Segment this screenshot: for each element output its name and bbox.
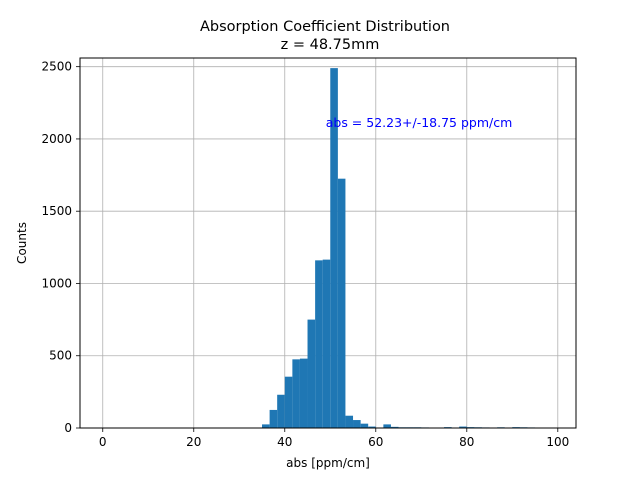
- histogram-bar: [330, 68, 338, 428]
- x-tick-label: 20: [186, 435, 201, 449]
- histogram-bar: [459, 426, 467, 428]
- x-tick-label: 100: [546, 435, 569, 449]
- y-tick-label: 1000: [41, 276, 72, 290]
- histogram-bars: [262, 68, 536, 428]
- histogram-bar: [284, 376, 293, 428]
- y-tick-label: 2000: [41, 132, 72, 146]
- chart-title: Absorption Coefficient Distribution: [200, 19, 450, 35]
- mean-annotation: abs = 52.23+/-18.75 ppm/cm: [326, 115, 513, 130]
- x-tick-label: 0: [99, 435, 107, 449]
- y-tick-label: 2500: [41, 60, 72, 74]
- y-axis-label: Counts: [15, 222, 29, 264]
- histogram-bar: [337, 178, 346, 428]
- x-tick-label: 80: [459, 435, 474, 449]
- x-axis-label: abs [ppm/cm]: [286, 456, 370, 470]
- x-tick-label: 60: [368, 435, 383, 449]
- histogram-bar: [368, 426, 376, 428]
- histogram-bar: [390, 426, 399, 428]
- y-tick-label: 1500: [41, 204, 72, 218]
- x-tick-label: 40: [277, 435, 292, 449]
- histogram-bar: [383, 424, 391, 428]
- histogram-bar: [360, 423, 369, 428]
- y-tick-label: 500: [49, 349, 72, 363]
- histogram-bar: [315, 260, 323, 428]
- histogram-bar: [353, 420, 361, 428]
- plot-frame: [79, 57, 577, 429]
- histogram-bar: [269, 409, 278, 428]
- histogram-bar: [307, 319, 316, 428]
- histogram-bar: [277, 394, 285, 428]
- histogram-bar: [299, 358, 308, 428]
- chart-subtitle: z = 48.75mm: [281, 37, 380, 53]
- y-tick-label: 0: [64, 421, 72, 435]
- histogram-bar: [322, 259, 331, 428]
- histogram-bar: [262, 424, 270, 428]
- histogram-bar: [292, 359, 300, 428]
- histogram-bar: [345, 415, 354, 428]
